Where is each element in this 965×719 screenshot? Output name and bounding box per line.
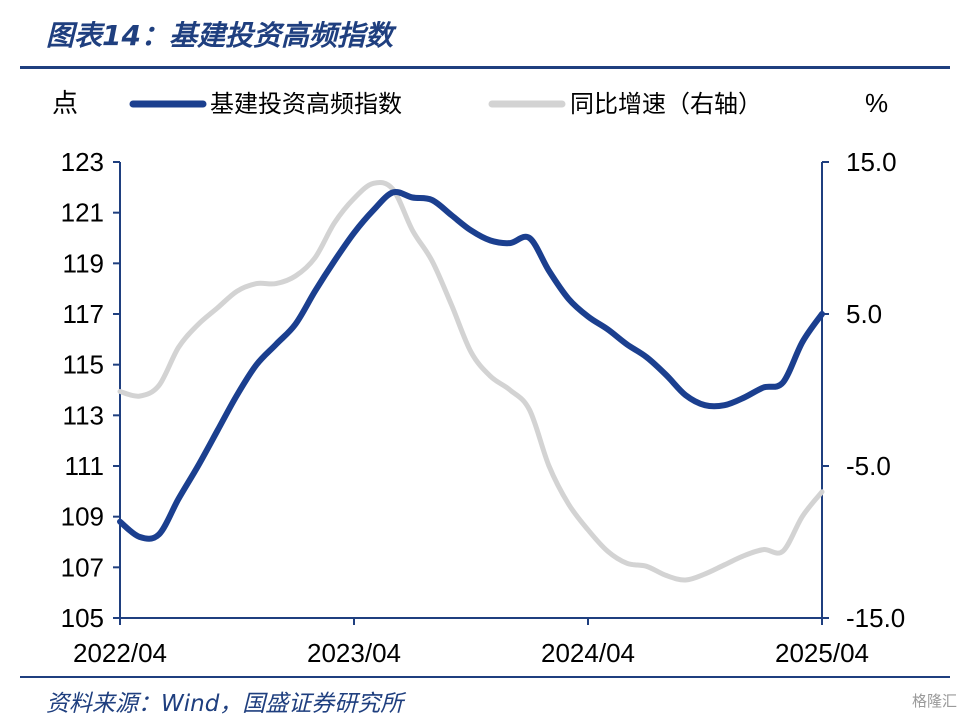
left-tick-label: 109 <box>61 502 104 532</box>
left-tick-label: 107 <box>61 552 104 582</box>
series-line-index <box>117 188 825 542</box>
right-axis-unit: % <box>865 88 888 118</box>
x-tick-label: 2023/04 <box>307 638 401 668</box>
right-tick-label: -15.0 <box>846 603 905 633</box>
left-tick-label: 105 <box>61 603 104 633</box>
legend-label-yoy: 同比增速（右轴） <box>570 91 762 118</box>
watermark: 格隆汇 <box>911 692 957 710</box>
right-axis: 15.0 5.0 -5.0 -15.0 <box>821 147 905 633</box>
right-tick-label: 5.0 <box>846 299 882 329</box>
series-layer <box>117 179 825 583</box>
x-tick-label: 2024/04 <box>541 638 635 668</box>
title-rule <box>20 66 950 69</box>
source-note: 资料来源：Wind，国盛证券研究所 <box>46 691 404 717</box>
source-rule <box>20 676 950 678</box>
chart-title: 图表14：基建投资高频指数 <box>46 19 393 52</box>
left-tick-label: 119 <box>63 248 104 278</box>
left-axis: 123 121 119 117 115 113 111 109 107 105 <box>61 147 121 633</box>
left-tick-label: 121 <box>61 198 104 228</box>
right-tick-label: 15.0 <box>846 147 897 177</box>
right-tick-label: -5.0 <box>846 451 891 481</box>
left-tick-label: 115 <box>63 350 104 380</box>
left-tick-label: 113 <box>63 400 104 430</box>
series-line-yoy <box>117 179 825 583</box>
left-axis-unit: 点 <box>52 88 78 118</box>
left-tick-label: 117 <box>63 299 104 329</box>
legend-label-index: 基建投资高频指数 <box>210 91 402 118</box>
x-axis: 2022/04 2023/04 2024/04 2025/04 <box>73 617 869 668</box>
left-tick-label: 111 <box>64 451 104 481</box>
x-tick-label: 2025/04 <box>775 638 869 668</box>
left-tick-label: 123 <box>61 147 104 177</box>
x-tick-label: 2022/04 <box>73 638 167 668</box>
